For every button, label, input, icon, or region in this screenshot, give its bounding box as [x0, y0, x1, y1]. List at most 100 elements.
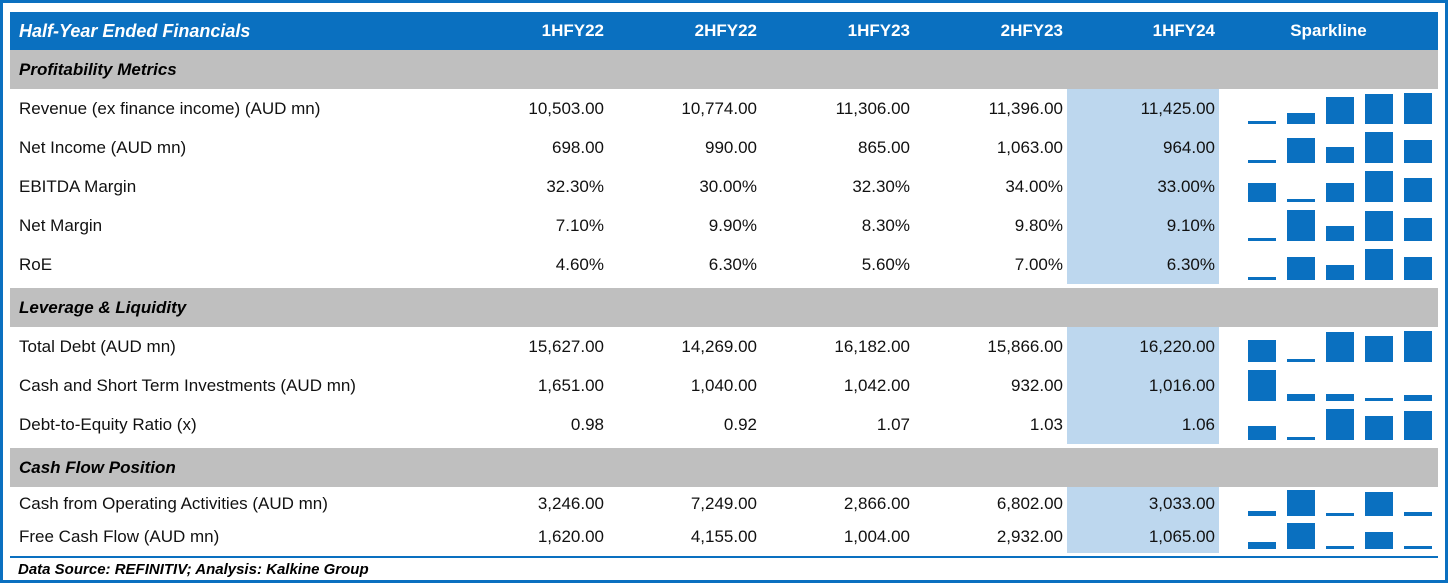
cell-value: 30.00%: [699, 176, 757, 196]
cell-value: 2,866.00: [843, 493, 910, 513]
cell-value: 9.90%: [708, 215, 757, 235]
sparkline: [1219, 487, 1438, 520]
column-header-1hfy22: 1HFY22: [541, 21, 604, 40]
cell-value: 932.00: [1011, 375, 1063, 395]
sparkline-bar: [1287, 199, 1315, 202]
sparkline-bar: [1404, 178, 1432, 202]
sparkline-bar: [1365, 492, 1393, 516]
table-row: Total Debt (AUD mn) 15,627.00 14,269.00 16,…: [10, 327, 1438, 366]
sparkline-bar: [1404, 218, 1432, 241]
section-header: Leverage & Liquidity: [10, 288, 1438, 327]
sparkline-bar: [1404, 512, 1432, 516]
sparkline: [1219, 128, 1438, 167]
section-title: Cash Flow Position: [19, 457, 176, 477]
sparkline-bar: [1248, 370, 1276, 401]
section-header: Profitability Metrics: [10, 50, 1438, 89]
sparkline-bar: [1248, 511, 1276, 516]
cell-value: 2,932.00: [996, 526, 1063, 546]
cell-value: 1,620.00: [537, 526, 604, 546]
cell-value: 1,040.00: [690, 375, 757, 395]
sparkline-bar: [1404, 140, 1432, 163]
table-row: EBITDA Margin 32.30% 30.00% 32.30% 34.00% 33.…: [10, 167, 1438, 206]
sparkline-bar: [1287, 257, 1315, 280]
sparkline: [1219, 89, 1438, 128]
sparkline-bar: [1365, 249, 1393, 280]
cell-value: 10,774.00: [681, 98, 757, 118]
sparkline-bar: [1404, 411, 1432, 440]
cell-value: 7.00%: [1014, 254, 1063, 274]
cell-value-highlight: 3,033.00: [1067, 487, 1219, 520]
cell-value: 0.98: [570, 414, 604, 434]
sparkline-bar: [1248, 277, 1276, 280]
cell-value: 14,269.00: [681, 336, 757, 356]
sparkline-bar: [1404, 93, 1432, 124]
column-header-2hfy23: 2HFY23: [1000, 21, 1063, 40]
sparkline: [1219, 327, 1438, 366]
sparkline-bar: [1404, 331, 1432, 362]
cell-value-highlight: 33.00%: [1067, 167, 1219, 206]
sparkline: [1219, 520, 1438, 553]
cell-value-highlight: 16,220.00: [1067, 327, 1219, 366]
sparkline-bar: [1404, 257, 1432, 280]
sparkline-bar: [1248, 426, 1276, 440]
cell-value: 1,063.00: [996, 137, 1063, 157]
table-title: Half-Year Ended Financials: [19, 20, 251, 41]
sparkline-bar: [1287, 210, 1315, 241]
cell-value: 7.10%: [555, 215, 604, 235]
cell-value: 6.30%: [708, 254, 757, 274]
table-header-row: Half-Year Ended Financials 1HFY22 2HFY22…: [10, 12, 1438, 50]
sparkline-bar: [1365, 532, 1393, 549]
sparkline-bar: [1326, 183, 1354, 202]
sparkline: [1219, 245, 1438, 284]
table-row: Net Income (AUD mn) 698.00 990.00 865.00 1,0…: [10, 128, 1438, 167]
row-label: EBITDA Margin: [19, 176, 137, 196]
sparkline-bar: [1326, 409, 1354, 440]
sparkline-bar: [1287, 113, 1315, 124]
cell-value: 5.60%: [861, 254, 910, 274]
data-source-note: Data Source: REFINITIV; Analysis: Kalkin…: [18, 561, 369, 578]
cell-value: 3,246.00: [537, 493, 604, 513]
cell-value: 0.92: [723, 414, 757, 434]
sparkline-bar: [1326, 332, 1354, 362]
sparkline-bar: [1326, 147, 1354, 163]
table-row: RoE 4.60% 6.30% 5.60% 7.00% 6.30%: [10, 245, 1438, 284]
sparkline-bar: [1326, 513, 1354, 516]
table-row: Cash and Short Term Investments (AUD mn)…: [10, 366, 1438, 405]
cell-value: 32.30%: [852, 176, 910, 196]
cell-value-highlight: 1,016.00: [1067, 366, 1219, 405]
table-row: Free Cash Flow (AUD mn) 1,620.00 4,155.00 1…: [10, 520, 1438, 553]
column-header-1hfy24: 1HFY24: [1152, 21, 1215, 40]
section-title: Leverage & Liquidity: [19, 297, 187, 317]
cell-value: 11,396.00: [988, 98, 1063, 118]
sparkline: [1219, 167, 1438, 206]
cell-value-highlight: 9.10%: [1067, 206, 1219, 245]
table-row: Revenue (ex finance income) (AUD mn) 10,5…: [10, 89, 1438, 128]
sparkline-bar: [1404, 546, 1432, 549]
sparkline-bar: [1404, 395, 1432, 401]
cell-value-highlight: 1.06: [1067, 405, 1219, 444]
sparkline-bar: [1287, 523, 1315, 549]
column-header-sparkline: Sparkline: [1290, 21, 1367, 40]
row-label: Free Cash Flow (AUD mn): [19, 526, 220, 546]
cell-value: 7,249.00: [690, 493, 757, 513]
cell-value: 16,182.00: [834, 336, 910, 356]
sparkline-bar: [1248, 340, 1276, 362]
cell-value-highlight: 11,425.00: [1067, 89, 1219, 128]
sparkline-bar: [1365, 171, 1393, 202]
cell-value: 32.30%: [546, 176, 604, 196]
row-label: Net Income (AUD mn): [19, 137, 187, 157]
sparkline-bar: [1365, 132, 1393, 163]
sparkline-bar: [1326, 97, 1354, 124]
row-label: Net Margin: [19, 215, 103, 235]
column-header-1hfy23: 1HFY23: [847, 21, 910, 40]
cell-value: 1.07: [876, 414, 910, 434]
sparkline-bar: [1365, 398, 1393, 401]
sparkline: [1219, 206, 1438, 245]
sparkline: [1219, 405, 1438, 444]
cell-value: 15,866.00: [987, 336, 1063, 356]
cell-value-highlight: 964.00: [1067, 128, 1219, 167]
table-row: Debt-to-Equity Ratio (x) 0.98 0.92 1.07 1.03…: [10, 405, 1438, 444]
cell-value: 698.00: [552, 137, 604, 157]
sparkline-bar: [1248, 121, 1276, 124]
row-label: Cash and Short Term Investments (AUD mn): [19, 375, 356, 395]
